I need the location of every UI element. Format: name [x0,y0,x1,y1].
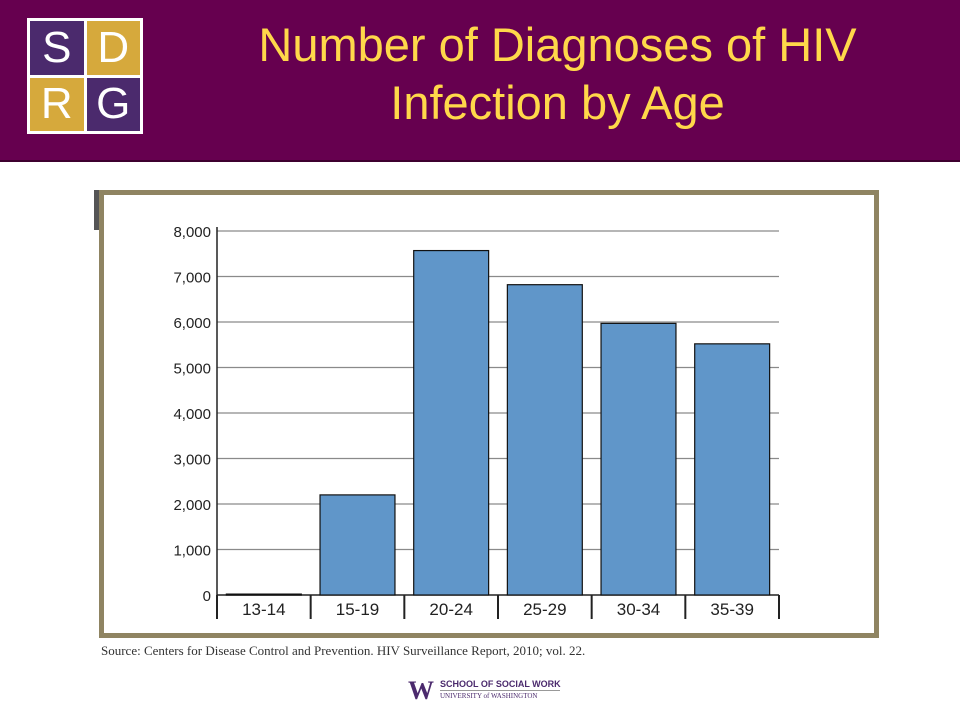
y-tick-label: 0 [203,588,211,605]
footer-school-name: SCHOOL OF SOCIAL WORK [440,679,561,689]
slide-title-line-1: Number of Diagnoses of HIV [258,18,857,71]
frame-tab [94,190,99,230]
x-tick-label: 15-19 [336,600,379,619]
logo-letter-g: G [86,77,140,131]
x-tick-label: 35-39 [710,600,753,619]
uw-w-mark: W [408,676,434,705]
footer-university-name: UNIVERSITY of WASHINGTON [440,692,538,700]
bar-chart: 0 1,000 2,000 3,000 4,000 5,000 6,000 7,000 8,00… [173,224,780,619]
slide-title: Number of Diagnoses of HIV Infection by … [175,16,940,132]
logo-letter-r: R [30,77,84,131]
y-tick-label: 4,000 [173,406,211,423]
header-banner: S D R G Number of Diagnoses of HIV Infec… [0,0,960,162]
y-tick-label: 7,000 [173,270,211,287]
x-tick-label: 20-24 [429,600,472,619]
footer-divider [440,690,560,691]
chart-frame: 0 1,000 2,000 3,000 4,000 5,000 6,000 7,000 8,00… [99,190,879,638]
bar-25-29 [506,284,583,596]
slide-title-line-2: Infection by Age [390,76,725,129]
source-citation: Source: Centers for Disease Control and … [101,643,586,658]
y-tick-label: 2,000 [173,497,211,514]
bar-13-14 [225,593,302,596]
y-tick-label: 5,000 [173,361,211,378]
x-tick-label: 25-29 [523,600,566,619]
x-tick-label: 30-34 [617,600,660,619]
bar-15-19 [319,494,396,596]
bar-20-24 [413,249,490,596]
logo-letter-s: S [30,21,84,75]
sdrg-logo: S D R G [27,18,143,134]
bar-35-39 [694,343,771,596]
logo-letter-d: D [86,21,140,75]
y-tick-label: 6,000 [173,315,211,332]
bar-30-34 [600,322,677,596]
y-tick-label: 8,000 [173,224,211,241]
y-tick-label: 1,000 [173,543,211,560]
uw-school-of-social-work-logo: W SCHOOL OF SOCIAL WORK UNIVERSITY of WA… [408,678,578,704]
x-tick-label: 13-14 [242,600,285,619]
y-tick-label: 3,000 [173,452,211,469]
